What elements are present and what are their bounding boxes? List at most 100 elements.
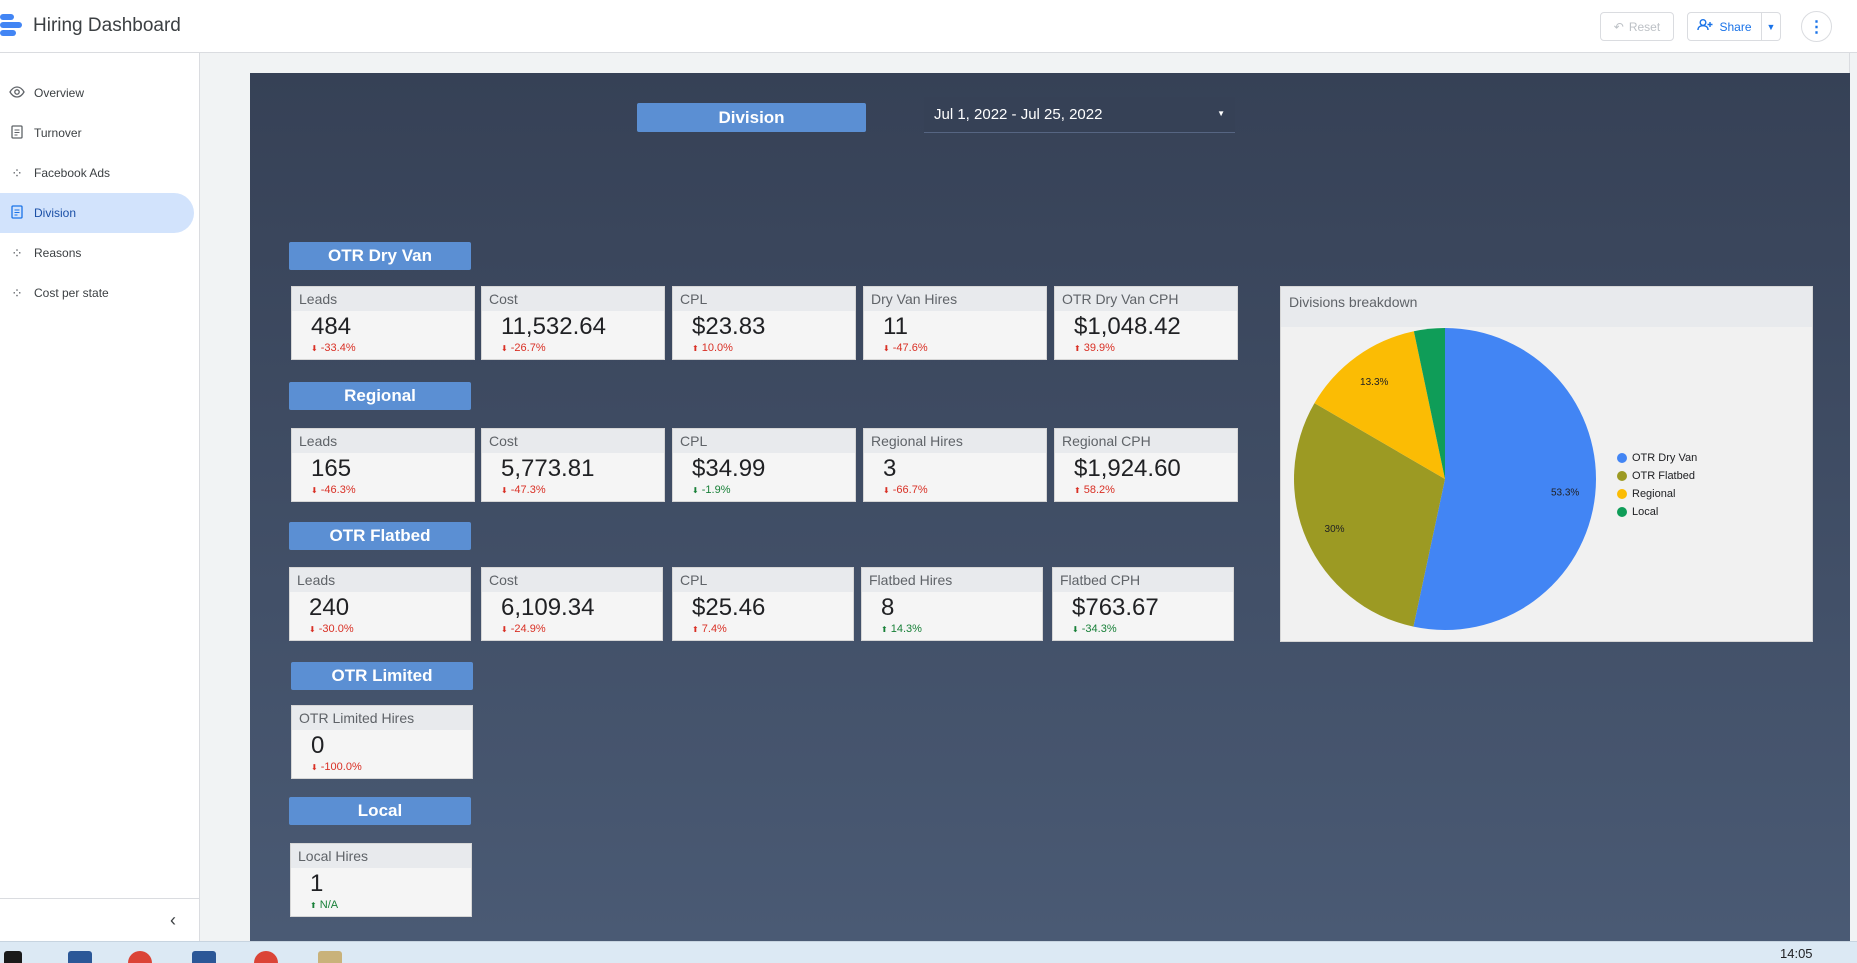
divisions-breakdown-chart[interactable]: Divisions breakdown 53.3% 30% 13.3% OTR Dr… — [1280, 286, 1813, 642]
legend-item[interactable]: Regional — [1617, 485, 1697, 503]
scorecard-cpl[interactable]: CPL $34.99 ⬇ -1.9% — [672, 428, 856, 502]
pie-chart-svg: 53.3% 30% 13.3% — [1294, 328, 1597, 630]
scorecard-cpl[interactable]: CPL $23.83 ⬆ 10.0% — [672, 286, 856, 360]
scorecard-value: 3 — [883, 455, 897, 482]
delta-value: -34.3% — [1081, 623, 1117, 635]
nav-label: Overview — [34, 86, 85, 100]
scorecard-value: $763.67 — [1072, 594, 1159, 621]
delta-arrow-icon: ⬇ — [311, 486, 318, 495]
delta-value: 58.2% — [1083, 484, 1115, 496]
scorecard-delta: ⬇ -26.7% — [482, 341, 664, 354]
scorecard-delta: ⬇ -47.6% — [864, 341, 1046, 354]
delta-value: -33.4% — [320, 342, 356, 354]
chrome-icon[interactable] — [128, 951, 152, 963]
scorecard-dry-van-hires[interactable]: Dry Van Hires 11 ⬇ -47.6% — [863, 286, 1047, 360]
delta-arrow-icon: ⬆ — [1074, 486, 1081, 495]
legend-swatch — [1617, 471, 1627, 481]
scorecard-otr-limited-hires[interactable]: OTR Limited Hires 0 ⬇ -100.0% — [291, 705, 473, 779]
legend-label: OTR Flatbed — [1632, 470, 1695, 482]
collapse-sidebar-icon[interactable]: ‹ — [170, 910, 176, 930]
scorecard-flatbed-hires[interactable]: Flatbed Hires 8 ⬆ 14.3% — [861, 567, 1043, 641]
scorecard-label: Leads — [292, 287, 474, 311]
scorecard-label: Cost — [482, 287, 664, 311]
pie-slice-otr-dry-van[interactable] — [1413, 328, 1597, 630]
vertical-scrollbar[interactable] — [1849, 53, 1857, 941]
scorecard-value: $1,048.42 — [1074, 313, 1181, 340]
delta-value: -30.0% — [318, 623, 354, 635]
scorecard-leads[interactable]: Leads 484 ⬇ -33.4% — [291, 286, 475, 360]
scorecard-label: Regional Hires — [864, 429, 1046, 453]
delta-arrow-icon: ⬆ — [692, 625, 699, 634]
chart-title: Divisions breakdown — [1281, 287, 1812, 327]
scorecard-leads[interactable]: Leads 240 ⬇ -30.0% — [289, 567, 471, 641]
scorecard-value: 484 — [311, 313, 352, 340]
legend-label: Local — [1632, 506, 1659, 518]
legend-item[interactable]: OTR Flatbed — [1617, 467, 1697, 485]
taskbar-clock: 14:05 — [1780, 946, 1813, 961]
nav-item-overview[interactable]: Overview — [0, 73, 194, 113]
delta-arrow-icon: ⬆ — [881, 625, 888, 634]
nav-item-division[interactable]: Division — [0, 193, 194, 233]
page-navigation: Overview Turnover ⁘ Facebook Ads Divisio… — [0, 53, 200, 941]
nav-item-turnover[interactable]: Turnover — [0, 113, 194, 153]
nav-label: Turnover — [34, 126, 82, 140]
page-icon — [8, 204, 26, 222]
scorecard-label: Dry Van Hires — [864, 287, 1046, 311]
scorecard-label: Cost — [482, 568, 662, 592]
share-button[interactable]: Share ▼ — [1687, 12, 1781, 41]
section-header-local: Local — [289, 797, 471, 825]
scorecard-label: Regional CPH — [1055, 429, 1237, 453]
nav-item-cost-per-state[interactable]: ⁘ Cost per state — [0, 273, 194, 313]
nav-item-reasons[interactable]: ⁘ Reasons — [0, 233, 194, 273]
scorecard-label: OTR Dry Van CPH — [1055, 287, 1237, 311]
chrome-icon[interactable] — [254, 951, 278, 963]
delta-arrow-icon: ⬆ — [1074, 344, 1081, 353]
delta-arrow-icon: ⬆ — [692, 344, 699, 353]
pie-slice-label: 30% — [1325, 524, 1345, 535]
scorecard-local-hires[interactable]: Local Hires 1 ⬆ N/A — [290, 843, 472, 917]
division-filter[interactable]: Division — [637, 103, 866, 132]
pie-slice-regional[interactable] — [1314, 331, 1445, 479]
scorecard-delta: ⬇ -24.9% — [482, 622, 662, 635]
app-icon[interactable] — [318, 951, 342, 963]
more-options-icon[interactable]: ⋮ — [1801, 11, 1832, 42]
scorecard-cost[interactable]: Cost 11,532.64 ⬇ -26.7% — [481, 286, 665, 360]
legend-item[interactable]: Local — [1617, 503, 1697, 521]
undo-icon: ↶ — [1613, 19, 1624, 34]
scorecard-value: $23.83 — [692, 313, 766, 340]
scorecard-cost[interactable]: Cost 6,109.34 ⬇ -24.9% — [481, 567, 663, 641]
windows-start-icon[interactable] — [4, 951, 22, 963]
share-dropdown-icon[interactable]: ▼ — [1766, 21, 1776, 32]
delta-arrow-icon: ⬇ — [311, 344, 318, 353]
eye-icon — [8, 85, 26, 101]
date-range-picker[interactable]: Jul 1, 2022 - Jul 25, 2022 ▼ — [924, 97, 1235, 133]
legend-item[interactable]: OTR Dry Van — [1617, 449, 1697, 467]
scorecard-flatbed-cph[interactable]: Flatbed CPH $763.67 ⬇ -34.3% — [1052, 567, 1234, 641]
windows-taskbar: 14:05 — [0, 941, 1857, 963]
scorecard-leads[interactable]: Leads 165 ⬇ -46.3% — [291, 428, 475, 502]
nav-item-facebook-ads[interactable]: ⁘ Facebook Ads — [0, 153, 194, 193]
scorecard-delta: ⬇ -30.0% — [290, 622, 470, 635]
delta-arrow-icon: ⬇ — [501, 625, 508, 634]
pie-slice-local[interactable] — [1413, 328, 1445, 479]
scorecard-label: Flatbed Hires — [862, 568, 1042, 592]
scorecard-regional-hires[interactable]: Regional Hires 3 ⬇ -66.7% — [863, 428, 1047, 502]
scorecard-cost[interactable]: Cost 5,773.81 ⬇ -47.3% — [481, 428, 665, 502]
scorecard-regional-cph[interactable]: Regional CPH $1,924.60 ⬆ 58.2% — [1054, 428, 1238, 502]
reset-button[interactable]: ↶ Reset — [1600, 12, 1674, 41]
pie-slice-otr-flatbed[interactable] — [1294, 403, 1445, 627]
report-title[interactable]: Hiring Dashboard — [33, 15, 181, 36]
page-icon — [8, 124, 26, 142]
delta-arrow-icon: ⬇ — [883, 344, 890, 353]
delta-arrow-icon: ⬇ — [692, 486, 699, 495]
scorecard-label: CPL — [673, 568, 853, 592]
scorecard-label: CPL — [673, 429, 855, 453]
scorecard-cpl[interactable]: CPL $25.46 ⬆ 7.4% — [672, 567, 854, 641]
delta-arrow-icon: ⬇ — [883, 486, 890, 495]
scorecard-value: 8 — [881, 594, 895, 621]
reset-label: Reset — [1628, 19, 1661, 34]
app-icon[interactable] — [192, 951, 216, 963]
scorecard-otr-dry-van-cph[interactable]: OTR Dry Van CPH $1,048.42 ⬆ 39.9% — [1054, 286, 1238, 360]
scorecard-delta: ⬇ -66.7% — [864, 483, 1046, 496]
app-icon[interactable] — [68, 951, 92, 963]
